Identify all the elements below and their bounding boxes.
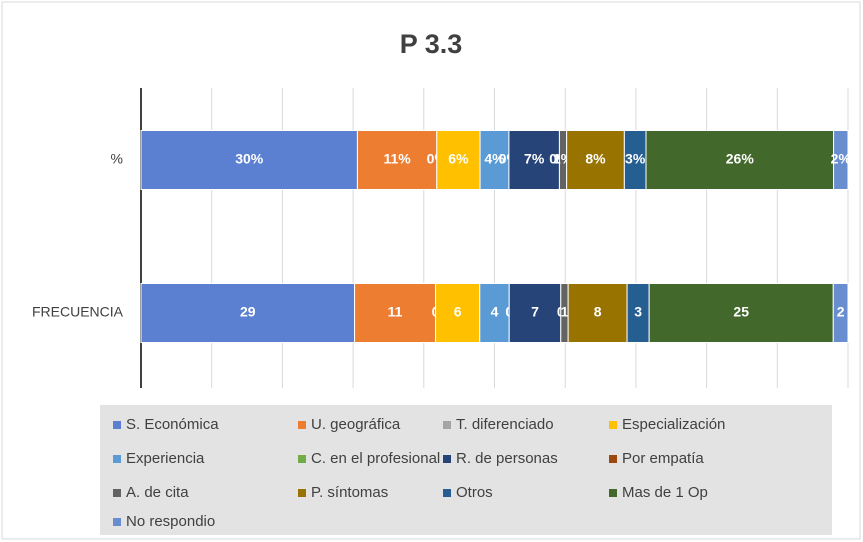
data-label: 11%	[383, 151, 411, 167]
data-label: 7	[531, 304, 539, 320]
legend-swatch	[298, 455, 306, 463]
legend-label: C. en el profesional	[311, 450, 440, 467]
data-label: 6	[454, 304, 462, 320]
data-label: 8	[594, 304, 602, 320]
legend-swatch	[609, 489, 617, 497]
legend-swatch	[113, 489, 121, 497]
legend-label: A. de cita	[126, 484, 189, 501]
data-label: 3%	[625, 151, 646, 167]
bar-segment	[435, 283, 481, 343]
bar-segment	[508, 130, 560, 190]
data-label: 2%	[831, 151, 852, 167]
legend-label: Especialización	[622, 416, 725, 433]
data-label: 11	[388, 304, 403, 320]
bar-segment	[648, 283, 834, 343]
bar-segment	[140, 283, 356, 343]
legend-label: Por empatía	[622, 450, 704, 467]
legend-swatch	[443, 489, 451, 497]
bar-segment	[479, 283, 510, 343]
legend-label: Otros	[456, 484, 493, 501]
bar-segment	[354, 283, 437, 343]
bar-segment	[479, 130, 510, 190]
data-label: 29	[240, 304, 256, 320]
bar-segment	[508, 283, 562, 343]
legend-swatch	[298, 421, 306, 429]
legend-swatch	[609, 455, 617, 463]
data-label: 25	[733, 304, 749, 320]
legend-label: Experiencia	[126, 450, 205, 467]
legend-box	[100, 405, 832, 535]
legend-swatch	[113, 421, 121, 429]
chart-title: P 3.3	[400, 29, 463, 59]
legend-label: Mas de 1 Op	[622, 484, 708, 501]
data-label: 8%	[585, 151, 606, 167]
data-label: 26%	[726, 151, 755, 167]
legend-label: S. Económica	[126, 416, 219, 433]
data-label: 3	[634, 304, 642, 320]
bar-segment	[833, 130, 849, 190]
data-label: 7%	[524, 151, 545, 167]
bar-segment	[566, 130, 625, 190]
legend-swatch	[443, 455, 451, 463]
data-label: 4%	[484, 151, 505, 167]
legend-swatch	[113, 518, 121, 526]
legend-label: P. síntomas	[311, 484, 388, 501]
legend-label: No respondio	[126, 513, 215, 530]
data-label: 2	[837, 304, 845, 320]
data-label: 6%	[448, 151, 469, 167]
legend-swatch	[443, 421, 451, 429]
legend-label: T. diferenciado	[456, 416, 554, 433]
bar-segment	[356, 130, 438, 190]
data-label: 4	[491, 304, 499, 320]
legend-swatch	[609, 421, 617, 429]
bar-segment	[832, 283, 849, 343]
legend-swatch	[113, 455, 121, 463]
bar-segment	[645, 130, 835, 190]
data-label: 1	[561, 304, 569, 320]
legend-label: R. de personas	[456, 450, 558, 467]
legend-swatch	[298, 489, 306, 497]
data-label: 30%	[235, 151, 264, 167]
bar-segment	[436, 130, 481, 190]
y-tick-label: %	[111, 151, 123, 167]
legend-label: U. geográfica	[311, 416, 401, 433]
y-tick-label: FRECUENCIA	[32, 304, 124, 320]
